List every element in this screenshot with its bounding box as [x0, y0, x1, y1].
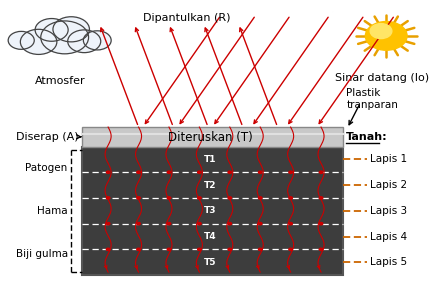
- Circle shape: [83, 31, 111, 50]
- Circle shape: [106, 248, 110, 251]
- Text: Hama: Hama: [37, 206, 68, 216]
- Circle shape: [370, 24, 392, 39]
- Text: Biji gulma: Biji gulma: [15, 249, 68, 259]
- Circle shape: [289, 248, 292, 251]
- Text: Plastik
tranparan: Plastik tranparan: [346, 88, 398, 110]
- Circle shape: [228, 222, 232, 225]
- Text: Tanah:: Tanah:: [346, 132, 388, 142]
- Text: Atmosfer: Atmosfer: [35, 76, 86, 86]
- Circle shape: [106, 197, 110, 199]
- Circle shape: [198, 197, 201, 199]
- Circle shape: [8, 31, 34, 49]
- Circle shape: [258, 248, 262, 251]
- Circle shape: [137, 197, 140, 199]
- Circle shape: [228, 197, 232, 199]
- Text: T4: T4: [204, 232, 217, 241]
- Circle shape: [35, 19, 68, 41]
- Text: Diteruskan (T): Diteruskan (T): [168, 131, 253, 144]
- Circle shape: [258, 171, 262, 173]
- Circle shape: [319, 248, 323, 251]
- Circle shape: [137, 222, 140, 225]
- Text: Lapis 3: Lapis 3: [370, 206, 407, 216]
- Circle shape: [228, 171, 232, 173]
- Text: Lapis 5: Lapis 5: [370, 257, 407, 267]
- Circle shape: [167, 171, 171, 173]
- Text: Patogen: Patogen: [26, 163, 68, 173]
- Circle shape: [53, 17, 90, 42]
- Circle shape: [319, 197, 323, 199]
- Circle shape: [106, 171, 110, 173]
- Bar: [82, 147, 343, 275]
- Circle shape: [289, 171, 292, 173]
- Text: T1: T1: [204, 155, 217, 164]
- Text: Lapis 4: Lapis 4: [370, 231, 407, 242]
- Text: Sinar datang (Io): Sinar datang (Io): [335, 73, 429, 83]
- Circle shape: [289, 222, 292, 225]
- Circle shape: [198, 248, 201, 251]
- Circle shape: [137, 171, 140, 173]
- Text: Diserap (A): Diserap (A): [16, 132, 78, 142]
- Circle shape: [319, 171, 323, 173]
- Circle shape: [198, 222, 201, 225]
- Circle shape: [228, 248, 232, 251]
- Text: Dipantulkan (R): Dipantulkan (R): [142, 13, 230, 23]
- Circle shape: [365, 22, 407, 50]
- Circle shape: [289, 197, 292, 199]
- Circle shape: [319, 222, 323, 225]
- Circle shape: [167, 222, 171, 225]
- Bar: [82, 127, 343, 147]
- Text: T2: T2: [204, 181, 217, 190]
- Circle shape: [198, 171, 201, 173]
- Circle shape: [106, 222, 110, 225]
- Circle shape: [167, 197, 171, 199]
- Text: T3: T3: [204, 206, 217, 215]
- Circle shape: [20, 29, 57, 54]
- Circle shape: [41, 21, 89, 54]
- Circle shape: [167, 248, 171, 251]
- Text: T5: T5: [204, 258, 217, 267]
- Circle shape: [258, 222, 262, 225]
- Text: Lapis 2: Lapis 2: [370, 180, 407, 190]
- Circle shape: [137, 248, 140, 251]
- Text: Lapis 1: Lapis 1: [370, 154, 407, 164]
- Circle shape: [258, 197, 262, 199]
- Circle shape: [68, 30, 101, 53]
